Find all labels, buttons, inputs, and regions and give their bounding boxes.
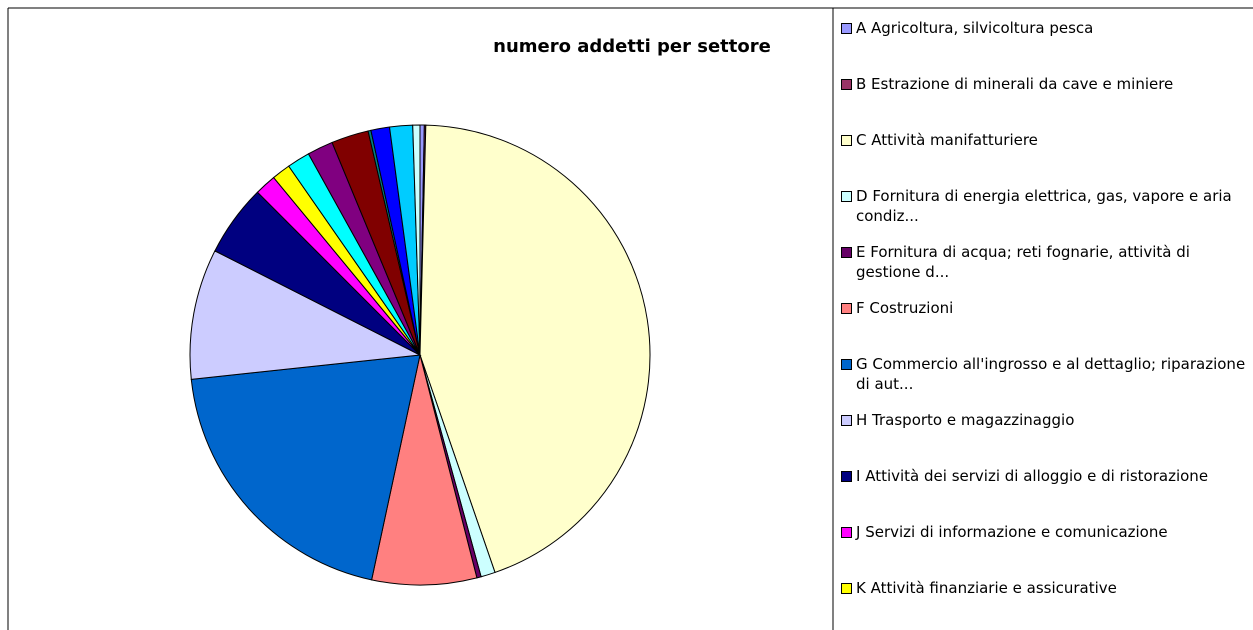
legend-swatch	[841, 247, 852, 258]
legend-swatch	[841, 471, 852, 482]
legend-item: J Servizi di informazione e comunicazion…	[841, 522, 1246, 542]
legend-swatch	[841, 191, 852, 202]
legend-label: J Servizi di informazione e comunicazion…	[856, 523, 1168, 541]
legend-label: F Costruzioni	[856, 299, 954, 317]
pie-slice	[412, 124, 421, 356]
legend-item: I Attività dei servizi di alloggio e di …	[841, 466, 1246, 486]
pie-slice	[371, 354, 478, 586]
legend-item: E Fornitura di acqua; reti fognarie, att…	[841, 242, 1246, 282]
pie-slice	[189, 250, 422, 380]
legend-swatch	[841, 23, 852, 34]
legend-label: G Commercio all'ingrosso e al dettaglio;…	[856, 355, 1246, 393]
legend-swatch	[841, 527, 852, 538]
legend-item: B Estrazione di minerali da cave e minie…	[841, 74, 1246, 94]
legend-label: D Fornitura di energia elettrica, gas, v…	[856, 187, 1232, 225]
legend-item: K Attività finanziarie e assicurative	[841, 578, 1246, 598]
legend-swatch	[841, 79, 852, 90]
legend-item: A Agricoltura, silvicoltura pesca	[841, 18, 1246, 38]
legend-swatch	[841, 583, 852, 594]
legend-swatch	[841, 303, 852, 314]
legend-item: G Commercio all'ingrosso e al dettaglio;…	[841, 354, 1246, 394]
legend-label: H Trasporto e magazzinaggio	[856, 411, 1075, 429]
legend-label: A Agricoltura, silvicoltura pesca	[856, 19, 1094, 37]
legend-swatch	[841, 135, 852, 146]
chart-title: numero addetti per settore	[493, 36, 771, 57]
legend-item: F Costruzioni	[841, 298, 1246, 318]
legend-label: I Attività dei servizi di alloggio e di …	[856, 467, 1209, 485]
legend-label: B Estrazione di minerali da cave e minie…	[856, 75, 1174, 93]
legend-item: H Trasporto e magazzinaggio	[841, 410, 1246, 430]
pie-slice	[190, 354, 421, 581]
pie-slice	[419, 124, 651, 574]
legend-item: D Fornitura di energia elettrica, gas, v…	[841, 186, 1246, 226]
legend-label: E Fornitura di acqua; reti fognarie, att…	[856, 243, 1190, 281]
legend-label: K Attività finanziarie e assicurative	[856, 579, 1117, 597]
legend-swatch	[841, 359, 852, 370]
legend-label: C Attività manifatturiere	[856, 131, 1038, 149]
legend-swatch	[841, 415, 852, 426]
legend-item: C Attività manifatturiere	[841, 130, 1246, 150]
